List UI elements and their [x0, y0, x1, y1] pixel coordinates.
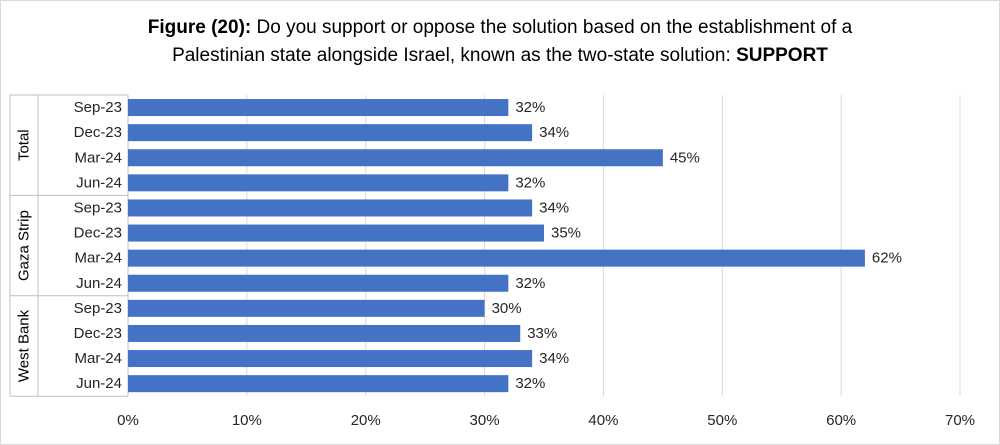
chart-title: Figure (20): Do you support or oppose th… [0, 14, 1000, 70]
title-emphasis: SUPPORT [736, 45, 828, 66]
category-label: Jun-24 [76, 375, 122, 392]
x-tick-label: 40% [588, 412, 618, 429]
group-label: West Bank [16, 309, 33, 382]
category-label: Sep-23 [74, 199, 122, 216]
bar [128, 199, 533, 217]
data-label: 34% [539, 199, 569, 216]
data-label: 62% [872, 250, 902, 267]
bar [128, 149, 663, 167]
data-label: 35% [551, 225, 581, 242]
data-label: 32% [515, 99, 545, 116]
category-label: Dec-23 [74, 124, 122, 141]
data-label: 34% [539, 350, 569, 367]
category-label: Jun-24 [76, 174, 122, 191]
bar [128, 174, 509, 192]
bar [128, 99, 509, 117]
title-prefix: Figure (20): [147, 17, 252, 38]
title-line-2: Palestinian state alongside Israel, know… [0, 42, 1000, 70]
category-label: Mar-24 [74, 250, 122, 267]
x-tick-label: 10% [232, 412, 262, 429]
title-text-2: Palestinian state alongside Israel, know… [172, 45, 737, 66]
title-line-1: Figure (20): Do you support or oppose th… [0, 14, 1000, 42]
x-tick-label: 20% [351, 412, 381, 429]
category-label: Jun-24 [76, 275, 122, 292]
category-label: Dec-23 [74, 225, 122, 242]
group-label: Total [16, 129, 33, 161]
category-label: Sep-23 [74, 300, 122, 317]
bar [128, 274, 509, 292]
group-label: Gaza Strip [16, 210, 33, 281]
category-label: Mar-24 [74, 149, 122, 166]
x-tick-label: 60% [826, 412, 856, 429]
data-label: 32% [515, 174, 545, 191]
bar [128, 324, 521, 342]
data-label: 45% [670, 149, 700, 166]
data-label: 32% [515, 275, 545, 292]
bar [128, 249, 865, 267]
bar [128, 350, 533, 368]
bar [128, 224, 544, 242]
title-text-1: Do you support or oppose the solution ba… [251, 17, 853, 38]
x-tick-label: 30% [470, 412, 500, 429]
data-label: 30% [492, 300, 522, 317]
category-label: Dec-23 [74, 325, 122, 342]
data-label: 34% [539, 124, 569, 141]
category-label: Sep-23 [74, 99, 122, 116]
bar [128, 299, 485, 317]
x-tick-label: 70% [945, 412, 975, 429]
bar [128, 375, 509, 393]
data-label: 33% [527, 325, 557, 342]
category-label: Mar-24 [74, 350, 122, 367]
x-tick-label: 0% [117, 412, 139, 429]
bar [128, 124, 533, 142]
data-label: 32% [515, 375, 545, 392]
x-tick-label: 50% [707, 412, 737, 429]
